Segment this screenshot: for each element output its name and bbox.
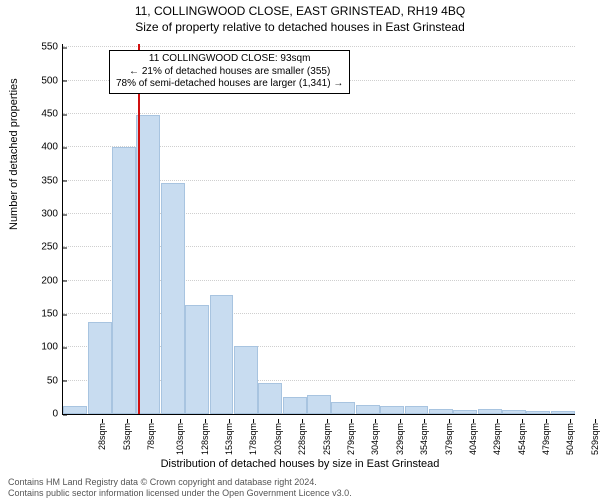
x-tick-label: 78sqm: [146, 423, 156, 450]
x-tick-label: 429sqm: [492, 423, 502, 455]
x-tick-label: 203sqm: [273, 423, 283, 455]
x-tick-label: 479sqm: [541, 423, 551, 455]
bar: [185, 305, 209, 414]
bar: [551, 411, 575, 414]
x-tick-label: 329sqm: [395, 423, 405, 455]
y-tick-label: 500: [41, 75, 63, 86]
annotation-box: 11 COLLINGWOOD CLOSE: 93sqm ← 21% of det…: [109, 50, 350, 94]
y-tick-label: 250: [41, 242, 63, 253]
bar: [478, 409, 502, 414]
y-tick-label: 350: [41, 175, 63, 186]
y-tick-label: 400: [41, 142, 63, 153]
x-tick-label: 228sqm: [297, 423, 307, 455]
y-axis-label: Number of detached properties: [8, 78, 20, 230]
bar: [88, 322, 112, 414]
bar: [307, 395, 331, 414]
footer: Contains HM Land Registry data © Crown c…: [8, 477, 352, 498]
x-tick-label: 279sqm: [346, 423, 356, 455]
y-tick-label: 100: [41, 342, 63, 353]
bar: [331, 402, 355, 414]
figure: 11, COLLINGWOOD CLOSE, EAST GRINSTEAD, R…: [0, 0, 600, 500]
bar: [380, 406, 404, 414]
bar: [526, 411, 550, 414]
x-tick-label: 128sqm: [200, 423, 210, 455]
y-tick-label: 450: [41, 109, 63, 120]
x-tick-label: 404sqm: [468, 423, 478, 455]
x-tick-label: 28sqm: [97, 423, 107, 450]
bar: [502, 410, 526, 414]
annotation-line1: 11 COLLINGWOOD CLOSE: 93sqm: [116, 53, 343, 66]
x-tick-label: 53sqm: [122, 423, 132, 450]
bar: [283, 397, 307, 414]
x-tick-label: 379sqm: [444, 423, 454, 455]
y-tick-label: 0: [52, 409, 63, 420]
y-tick-label: 50: [47, 375, 63, 386]
y-tick-label: 150: [41, 309, 63, 320]
annotation-line2: ← 21% of detached houses are smaller (35…: [116, 66, 343, 79]
bar: [161, 183, 185, 414]
plot-area: 05010015020025030035040045050055028sqm53…: [62, 44, 575, 415]
x-tick-label: 504sqm: [565, 423, 575, 455]
x-tick-label: 529sqm: [590, 423, 600, 455]
x-tick-label: 454sqm: [517, 423, 527, 455]
y-tick-label: 550: [41, 42, 63, 53]
x-tick-label: 253sqm: [322, 423, 332, 455]
bar: [210, 295, 234, 414]
footer-line1: Contains HM Land Registry data © Crown c…: [8, 477, 352, 487]
bar: [405, 406, 429, 414]
bar: [258, 383, 282, 414]
x-tick-label: 354sqm: [419, 423, 429, 455]
title-address: 11, COLLINGWOOD CLOSE, EAST GRINSTEAD, R…: [0, 4, 600, 18]
y-tick-label: 300: [41, 209, 63, 220]
bar: [429, 409, 453, 414]
property-marker-line: [138, 44, 140, 414]
x-tick-label: 103sqm: [175, 423, 185, 455]
title-description: Size of property relative to detached ho…: [0, 20, 600, 34]
x-tick-label: 304sqm: [370, 423, 380, 455]
bar: [356, 405, 380, 414]
bar: [63, 406, 87, 414]
x-tick-label: 178sqm: [249, 423, 259, 455]
x-tick-label: 153sqm: [224, 423, 234, 455]
bar: [453, 410, 477, 414]
bar: [112, 147, 136, 414]
annotation-line3: 78% of semi-detached houses are larger (…: [116, 78, 343, 91]
bar: [234, 346, 258, 414]
x-axis-label: Distribution of detached houses by size …: [0, 458, 600, 470]
y-tick-label: 200: [41, 275, 63, 286]
footer-line2: Contains public sector information licen…: [8, 488, 352, 498]
